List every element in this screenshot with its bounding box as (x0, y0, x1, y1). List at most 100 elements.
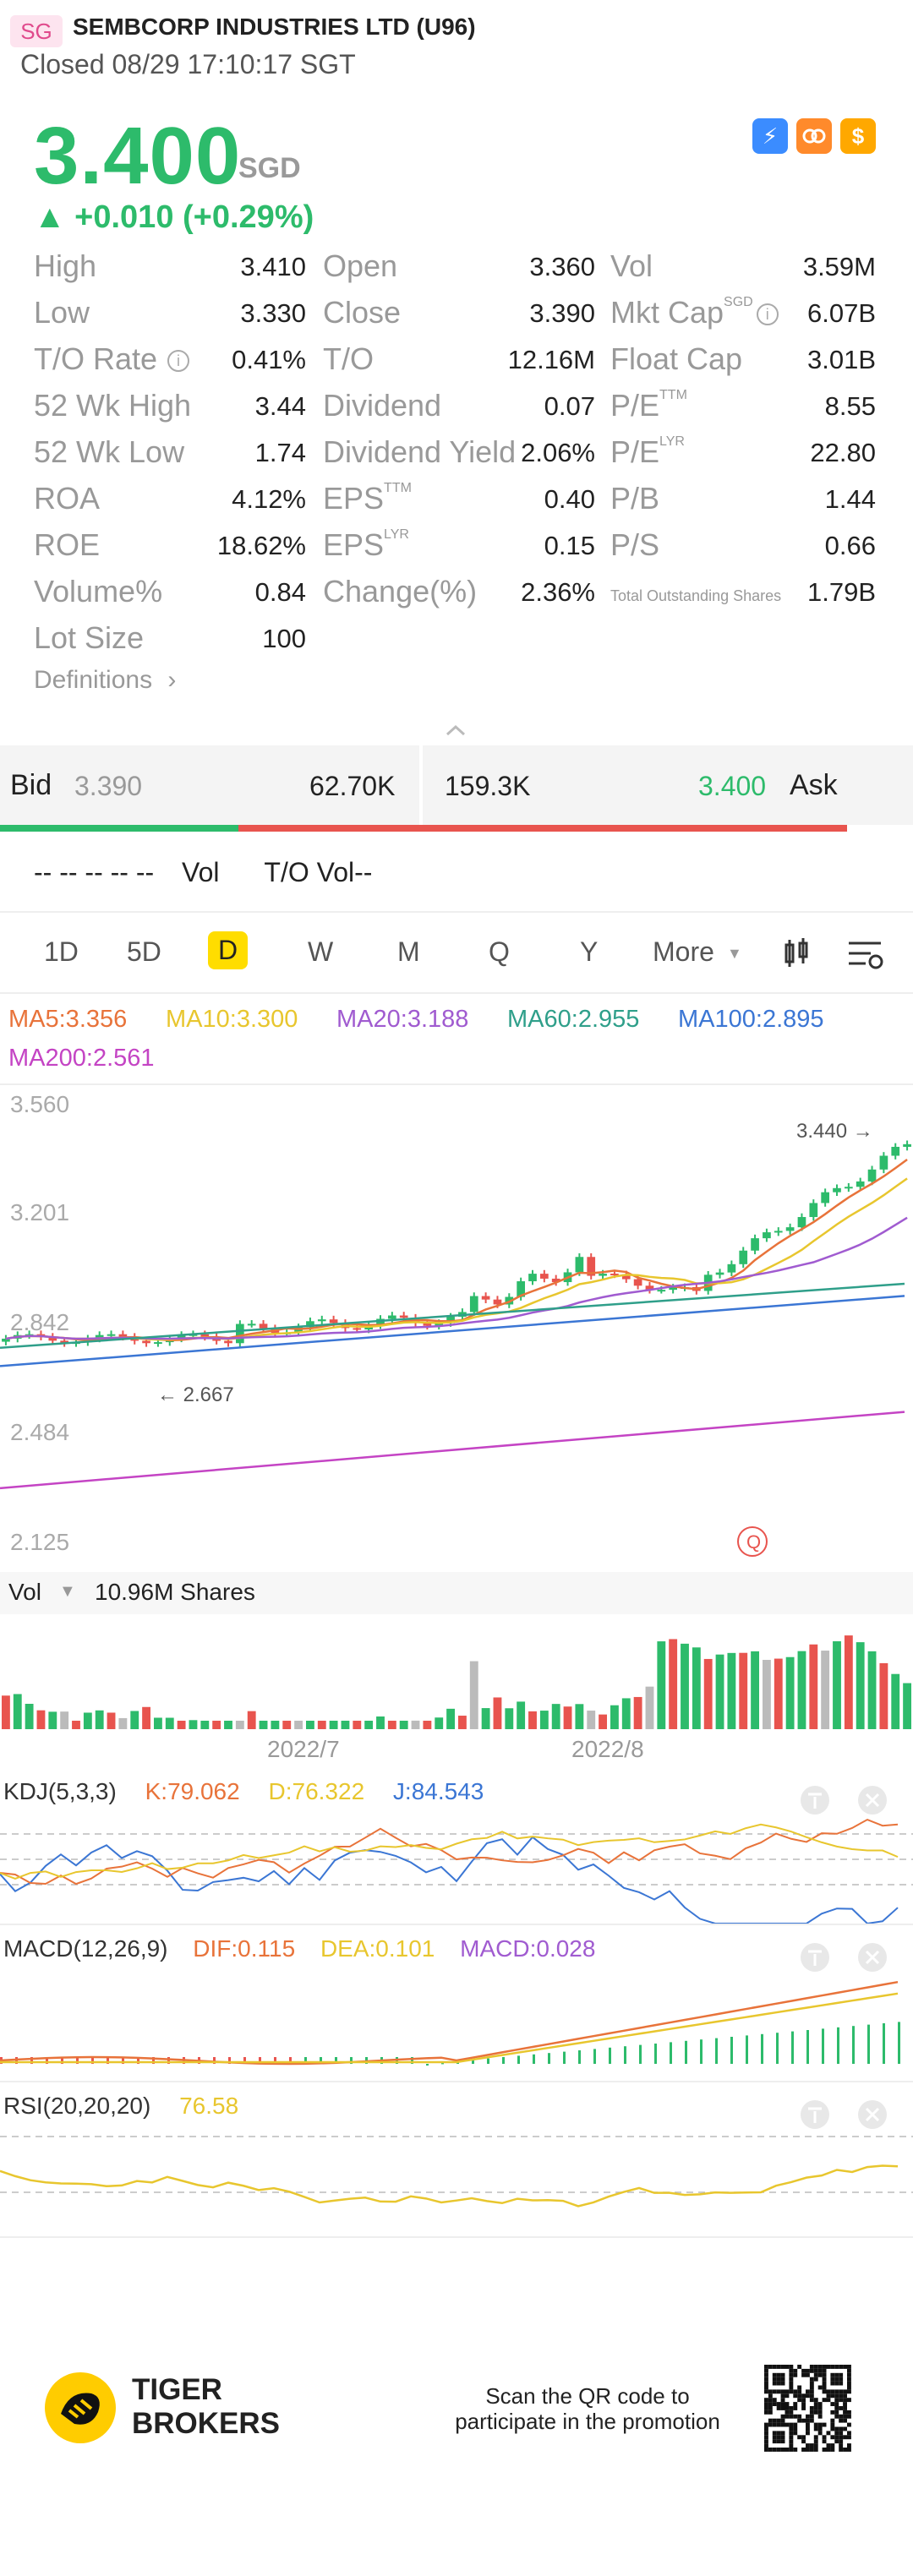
qr-module (847, 2377, 851, 2382)
pin-icon[interactable] (800, 1785, 830, 1820)
collapse-icon[interactable] (445, 715, 467, 744)
qr-module (822, 2448, 827, 2452)
qr-module (793, 2406, 798, 2410)
stat-label: Low (34, 295, 90, 330)
stat-row: ROE 18.62% (0, 524, 913, 571)
volume-bar (317, 1721, 326, 1729)
qr-module (772, 2435, 777, 2440)
qr-module (801, 2372, 806, 2377)
qr-module (813, 2435, 818, 2440)
macd-dif: DIF:0.115 (193, 1935, 296, 1962)
rsi-title: RSI(20,20,20) (3, 2093, 151, 2119)
tab-period-d[interactable]: D (208, 931, 249, 969)
tab-period-m[interactable]: M (397, 936, 420, 967)
candle-body (528, 1274, 537, 1282)
qr-module (813, 2443, 818, 2448)
lightning-icon[interactable]: ⚡ (752, 118, 788, 154)
stat-label-text: Open (323, 248, 398, 283)
kdj-chart[interactable] (0, 1809, 913, 1927)
qr-module (789, 2372, 794, 2377)
info-icon[interactable]: i (167, 350, 189, 372)
ask-ratio-bar (238, 825, 847, 832)
qr-module (789, 2389, 794, 2394)
macd-legend: MACD(12,26,9) DIF:0.115 DEA:0.101 MACD:0… (3, 1935, 595, 1962)
chevron-down-icon[interactable]: ▼ (727, 945, 742, 962)
qr-module (809, 2443, 814, 2448)
candlestick-chart[interactable]: 3.560 3.201 2.842 2.484 2.125 3.440 → ← 2.667 Q (0, 1085, 913, 1572)
tab-period-w[interactable]: W (308, 936, 334, 967)
qr-module (813, 2410, 818, 2415)
macd-histogram-bar (746, 2035, 748, 2064)
volume-bar (95, 1710, 104, 1729)
qr-module (822, 2435, 827, 2440)
close-icon[interactable] (857, 1785, 888, 1820)
qr-module (797, 2435, 802, 2440)
stat-label: 52 Wk Low (34, 434, 185, 469)
vol-panel-label[interactable]: Vol (8, 1579, 41, 1605)
tab-period-q[interactable]: Q (489, 936, 510, 967)
qr-module (834, 2431, 839, 2436)
macd-chart[interactable] (0, 1966, 913, 2084)
candle-body (469, 1296, 478, 1313)
pin-icon[interactable] (800, 1942, 830, 1977)
chevron-right-icon: › (167, 666, 177, 694)
candle-body (540, 1274, 549, 1279)
qr-module (817, 2385, 823, 2390)
qr-module (789, 2422, 794, 2427)
bid-volume: 62.70K (309, 771, 396, 801)
volume-bar (200, 1721, 210, 1729)
stat-label: 52 Wk High (34, 388, 192, 423)
macd-histogram-bar (639, 2044, 642, 2064)
chevron-down-icon[interactable]: ▼ (59, 1582, 76, 1601)
macd-histogram-bar (533, 2054, 535, 2064)
candle-body (48, 1336, 57, 1341)
tab-period-y[interactable]: Y (580, 936, 599, 967)
qr-module (806, 2448, 810, 2452)
qr-module (830, 2389, 835, 2394)
chart-options-icon[interactable] (847, 938, 884, 976)
qr-code[interactable] (763, 2363, 852, 2457)
stat-label: P/B (610, 481, 659, 516)
candle-settings-icon[interactable] (779, 936, 813, 974)
dollar-icon[interactable]: $ (840, 118, 876, 154)
rsi-chart[interactable] (0, 2123, 913, 2233)
qr-module (834, 2381, 839, 2386)
qr-module (813, 2406, 818, 2410)
close-icon[interactable] (857, 1942, 888, 1977)
volume-bar (563, 1706, 572, 1729)
candle-body (727, 1263, 736, 1273)
qr-module (797, 2418, 802, 2423)
pin-icon[interactable] (800, 2099, 830, 2134)
candle-body (610, 1274, 619, 1276)
stat-value: 3.360 (529, 252, 595, 281)
qr-module (817, 2402, 823, 2406)
close-icon[interactable] (857, 2099, 888, 2134)
info-icon[interactable]: i (756, 303, 779, 326)
volume-bar (306, 1721, 314, 1729)
stat-label: EPSTTM (323, 481, 412, 516)
qr-module (764, 2439, 768, 2444)
qr-module (801, 2398, 806, 2403)
tab-period-1d[interactable]: 1D (44, 936, 79, 967)
volume-bar (785, 1656, 795, 1729)
volume-bar (715, 1654, 724, 1729)
volume-chart[interactable] (0, 1616, 913, 1734)
qr-module (806, 2443, 810, 2448)
stat-row: ROA 4.12% (0, 478, 913, 525)
moomoo-icon[interactable] (796, 118, 832, 154)
tab-period-more[interactable]: More (653, 936, 714, 967)
stat-label: High (34, 248, 97, 283)
qr-module (839, 2448, 844, 2452)
qr-module (785, 2422, 790, 2427)
qr-module (822, 2372, 827, 2377)
macd-histogram-bar (609, 2047, 611, 2064)
qr-module (809, 2365, 814, 2369)
qr-module (780, 2398, 785, 2403)
stat-value: 1.74 (254, 438, 306, 467)
tab-period-5d[interactable]: 5D (127, 936, 161, 967)
qr-module (780, 2448, 785, 2452)
qr-module (834, 2414, 839, 2419)
qr-module (780, 2439, 785, 2444)
definitions-link[interactable]: Definitions › (34, 666, 176, 695)
stat-label: Open (323, 248, 397, 284)
